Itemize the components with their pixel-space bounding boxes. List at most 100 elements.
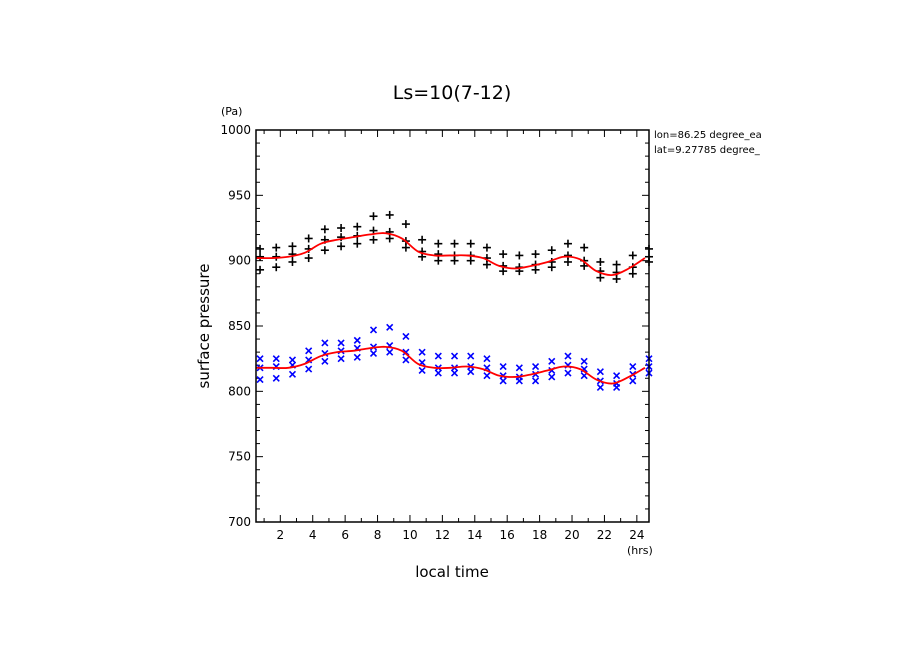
x-marker [321, 357, 329, 365]
x-tick-label: 18 [532, 528, 547, 542]
x-marker [531, 377, 540, 385]
plus-marker [563, 239, 572, 248]
x-marker [450, 352, 459, 360]
x-marker [288, 356, 297, 364]
plus-marker [256, 265, 265, 274]
plus-marker [272, 252, 281, 261]
plus-marker [320, 225, 329, 234]
plus-marker [353, 239, 362, 248]
x-marker [256, 355, 264, 363]
chart-title: Ls=10(7-12) [393, 82, 512, 104]
plus-marker [337, 224, 346, 232]
plus-marker [482, 243, 491, 252]
x-marker [353, 353, 361, 361]
plus-marker [304, 254, 313, 263]
x-tick-label: 2 [276, 528, 284, 542]
x-marker [548, 373, 556, 381]
x-tick-label: 22 [597, 528, 612, 542]
x-marker [386, 348, 394, 356]
x-marker [337, 339, 345, 347]
plus-marker [385, 210, 394, 219]
plus-marker [272, 263, 281, 272]
y-axis-label: surface pressure [195, 264, 213, 389]
plus-marker [434, 250, 443, 259]
x-marker [305, 347, 313, 355]
x-marker [467, 352, 475, 360]
x-tick-label: 8 [374, 528, 382, 542]
plus-marker [288, 242, 297, 251]
x-marker [402, 356, 410, 364]
longitude-annotation: lon=86.25 degree_ea [654, 130, 762, 141]
x-marker [596, 383, 604, 391]
x-tick-label: 10 [402, 528, 417, 542]
plus-marker [369, 212, 378, 221]
x-tick-label: 24 [629, 528, 644, 542]
x-marker [418, 348, 426, 356]
x-marker [467, 368, 475, 376]
y-tick-label: 850 [228, 319, 251, 333]
x-tick-label: 12 [435, 528, 450, 542]
y-tick-label: 950 [228, 188, 251, 202]
plot-frame [255, 129, 650, 523]
data-marks [255, 210, 653, 391]
plus-marker [320, 246, 329, 255]
plus-marker [596, 257, 605, 266]
x-marker [613, 372, 621, 380]
x-marker [321, 339, 329, 347]
x-marker [418, 366, 426, 374]
plus-marker [580, 243, 589, 252]
x-tick-label: 4 [309, 528, 317, 542]
plus-marker [369, 235, 378, 244]
plus-marker [272, 243, 281, 252]
x-tick-label: 20 [564, 528, 579, 542]
plus-marker [337, 242, 346, 251]
plus-marker [515, 251, 524, 260]
y-unit-label: (Pa) [221, 105, 242, 118]
x-marker [402, 348, 410, 356]
x-axis-label: local time [415, 563, 489, 581]
y-tick-label: 750 [228, 450, 251, 464]
x-marker [305, 365, 313, 373]
x-marker [629, 377, 637, 385]
x-marker [402, 332, 410, 341]
x-marker [369, 349, 378, 358]
x-marker [434, 352, 442, 360]
x-marker [337, 355, 345, 363]
plus-marker [499, 250, 508, 259]
fit-line-2 [255, 232, 646, 277]
latitude-annotation: lat=9.27785 degree_ [654, 145, 761, 156]
plus-marker [418, 235, 427, 244]
x-marker [515, 364, 523, 372]
plus-marker [288, 257, 297, 266]
plus-marker [547, 246, 556, 255]
y-tick-label: 1000 [220, 123, 251, 137]
plus-marker [434, 239, 443, 248]
x-marker [369, 326, 378, 334]
x-marker [256, 376, 264, 384]
axis-ticks: 2 4 6 8 10 12 14 16 18 20 22 2470075080085090095010… [220, 123, 649, 542]
x-marker [580, 357, 588, 365]
plus-marker [612, 260, 621, 269]
plus-marker [304, 234, 313, 243]
y-tick-label: 800 [228, 384, 251, 398]
x-marker [434, 369, 442, 377]
plus-marker [450, 239, 459, 248]
x-marker [629, 362, 637, 371]
x-tick-label: 14 [467, 528, 482, 542]
plus-marker [353, 222, 362, 231]
x-marker [499, 362, 507, 371]
plus-marker [628, 251, 637, 260]
x-marker [564, 369, 572, 377]
x-tick-label: 16 [500, 528, 515, 542]
x-marker [272, 355, 280, 363]
x-marker [596, 368, 604, 376]
x-unit-label: (hrs) [627, 544, 653, 557]
y-tick-label: 700 [228, 515, 251, 529]
plus-marker [466, 239, 475, 248]
x-marker [531, 362, 540, 371]
x-marker [450, 369, 459, 377]
x-marker [483, 372, 491, 380]
y-tick-label: 900 [228, 254, 251, 268]
x-marker [564, 352, 572, 360]
